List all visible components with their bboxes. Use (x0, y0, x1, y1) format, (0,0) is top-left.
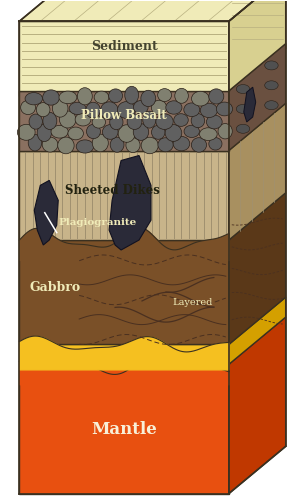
Ellipse shape (36, 102, 50, 117)
Text: Mantle: Mantle (91, 420, 157, 438)
Ellipse shape (21, 100, 36, 114)
Ellipse shape (102, 124, 118, 140)
Ellipse shape (152, 125, 165, 140)
Ellipse shape (75, 113, 91, 126)
Polygon shape (109, 156, 151, 250)
Ellipse shape (265, 81, 278, 90)
Ellipse shape (173, 136, 190, 151)
Ellipse shape (25, 92, 43, 105)
Ellipse shape (43, 112, 57, 130)
Text: Plagiogranite: Plagiogranite (58, 218, 136, 227)
Ellipse shape (101, 102, 118, 120)
Ellipse shape (110, 137, 124, 152)
Polygon shape (19, 364, 229, 494)
Ellipse shape (76, 140, 94, 153)
Ellipse shape (92, 116, 105, 128)
Ellipse shape (265, 100, 278, 110)
Ellipse shape (175, 88, 188, 104)
Polygon shape (19, 344, 229, 364)
Ellipse shape (158, 88, 172, 102)
Text: Sediment: Sediment (91, 40, 157, 52)
Ellipse shape (86, 124, 101, 138)
Ellipse shape (143, 111, 156, 128)
Ellipse shape (133, 100, 148, 114)
Ellipse shape (37, 124, 51, 142)
Ellipse shape (158, 138, 173, 152)
Ellipse shape (207, 115, 222, 129)
Polygon shape (34, 180, 58, 245)
Ellipse shape (118, 125, 135, 142)
Ellipse shape (53, 100, 68, 117)
Text: Sheeted Dikes: Sheeted Dikes (65, 184, 159, 197)
Ellipse shape (127, 114, 142, 130)
Ellipse shape (28, 134, 42, 151)
Ellipse shape (191, 92, 209, 106)
Polygon shape (19, 0, 286, 22)
Polygon shape (19, 240, 229, 344)
Ellipse shape (18, 124, 35, 140)
Ellipse shape (58, 137, 74, 154)
Text: Layered: Layered (173, 298, 213, 306)
Polygon shape (229, 297, 286, 364)
Ellipse shape (236, 124, 250, 134)
Ellipse shape (184, 103, 200, 117)
Polygon shape (19, 150, 229, 240)
Ellipse shape (77, 88, 92, 105)
Ellipse shape (29, 114, 42, 129)
Ellipse shape (236, 84, 250, 94)
Text: Gabbro: Gabbro (30, 281, 81, 294)
Ellipse shape (191, 138, 207, 152)
Ellipse shape (166, 101, 182, 114)
Polygon shape (229, 0, 286, 91)
Ellipse shape (59, 111, 76, 128)
Ellipse shape (209, 89, 224, 104)
Ellipse shape (68, 127, 83, 140)
Ellipse shape (92, 134, 108, 152)
Ellipse shape (156, 114, 173, 130)
Ellipse shape (200, 103, 217, 118)
Text: Pillow Basalt: Pillow Basalt (81, 110, 167, 122)
Polygon shape (229, 44, 286, 96)
Ellipse shape (126, 138, 140, 152)
Ellipse shape (117, 102, 135, 118)
Polygon shape (229, 193, 286, 344)
Ellipse shape (141, 90, 156, 106)
Ellipse shape (209, 138, 222, 150)
Ellipse shape (191, 114, 205, 128)
Ellipse shape (218, 124, 232, 139)
Ellipse shape (236, 104, 250, 114)
Ellipse shape (94, 91, 109, 104)
Ellipse shape (174, 114, 188, 126)
Polygon shape (19, 22, 229, 91)
Polygon shape (229, 317, 286, 494)
Ellipse shape (86, 102, 100, 118)
Polygon shape (19, 91, 229, 150)
Polygon shape (19, 91, 229, 96)
Polygon shape (229, 44, 286, 150)
Ellipse shape (125, 86, 139, 104)
Ellipse shape (200, 128, 217, 140)
Ellipse shape (184, 125, 199, 138)
Ellipse shape (43, 90, 59, 105)
Ellipse shape (69, 102, 86, 115)
Polygon shape (244, 87, 256, 122)
Ellipse shape (59, 91, 77, 104)
Ellipse shape (110, 114, 123, 130)
Ellipse shape (133, 124, 149, 140)
Ellipse shape (151, 100, 167, 115)
Ellipse shape (42, 137, 58, 152)
Ellipse shape (265, 61, 278, 70)
Ellipse shape (51, 126, 68, 138)
Ellipse shape (165, 124, 182, 142)
Polygon shape (229, 104, 286, 240)
Ellipse shape (216, 102, 233, 116)
Ellipse shape (109, 89, 123, 102)
Ellipse shape (141, 137, 158, 154)
